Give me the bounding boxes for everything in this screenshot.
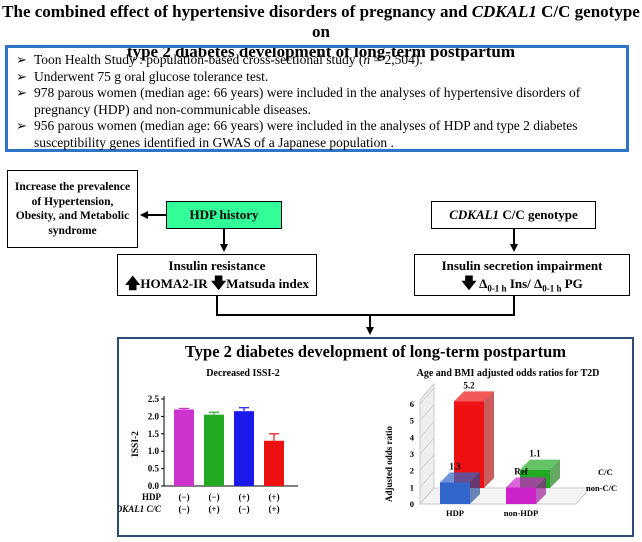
title-line1-end: C/C genotype on [312,2,640,41]
insulin-resistance-box: Insulin resistance 🡅HOMA2-IR 🡇Matsuda in… [117,254,317,296]
study-bullet: ➢ 956 parous women (median age: 66 years)… [16,118,578,150]
x-tick-label: HDP [446,508,464,518]
issi2-chart: Decreased ISSI-2 ISSI-2 0.0 0.5 1.0 1.5 2.0 2… [118,368,298,514]
x-tick-label: non-HDP [504,508,538,518]
study-bullet: ➢ 978 parous women (median age: 66 years)… [16,85,581,117]
y-tick-label: 2 [410,466,414,476]
bar-front [506,487,536,504]
arrow-bullet-icon: ➢ [16,85,27,101]
bar-side-color [536,477,546,504]
data-label: 1.1 [529,449,541,459]
y-tick-label: 2.5 [148,394,160,404]
bar-top [520,459,560,470]
bar-side-color [470,472,480,504]
up-arrow-icon: 🡅 [125,276,141,292]
cdkal1-row-label: (+) [208,504,219,514]
hdp-row-label: (+) [268,492,279,502]
bar [174,409,194,486]
chart-title: Age and BMI adjusted odds ratios for T2D [417,368,600,379]
bar-top [440,472,480,483]
cdkal1-row-label: (+) [268,504,279,514]
title-line1: The combined effect of hypertensive diso… [2,2,472,21]
y-tick-label: 2.0 [148,411,160,421]
page-title: The combined effect of hypertensive diso… [0,2,642,62]
bar [234,411,254,486]
bar-front [440,482,470,504]
cdkal1-row-label: (−) [178,504,189,514]
flow-connectors [140,211,518,335]
y-tick-label: 4 [410,432,415,442]
merge-line [216,296,515,316]
grid-line [419,387,435,405]
y-tick-label: 0.5 [148,464,160,474]
arrow-bullet-icon: ➢ [16,52,27,67]
grid-line [419,437,435,455]
study-bullet: ➢ Toon Health Study : population-based cr… [16,52,423,67]
grid-line [419,471,435,488]
y-tick-label: 1.0 [148,446,160,456]
t2d-panel [117,337,634,537]
cdkal1-row-label: (−) [238,504,249,514]
y-tick-label: 1 [410,482,414,492]
odds-ratio-chart: Age and BMI adjusted odds ratios for T2D… [384,368,617,518]
increase-prevalence-box: Increase the prevalence of Hypertension,… [7,170,138,248]
arrow-bullet-icon: ➢ [16,118,27,134]
hdp-row-label: (−) [208,492,219,502]
bar-top [454,391,494,402]
data-label: 5.2 [463,380,475,390]
study-description-box: ➢ Toon Health Study : population-based cr… [5,45,629,152]
grid-line [419,404,435,421]
depth-label: C/C [598,467,613,477]
grid-line [419,421,435,438]
data-label: 1.3 [449,461,461,471]
y-tick-label: 6 [410,399,414,409]
t2d-title: Type 2 diabetes development of long-term… [185,342,566,361]
arrow-bullet-icon: ➢ [16,68,27,84]
down-arrow-icon: 🡇 [461,276,477,292]
depth-label: non-C/C [586,483,617,493]
grid-line [419,454,435,471]
bar [264,440,284,486]
hdp-row-label: (+) [238,492,249,502]
hdp-row-label: (−) [178,492,189,502]
chart-title: Decreased ISSI-2 [206,368,279,379]
y-tick-label: 0.0 [148,481,160,491]
row-label-cdkal1: CDKAL1 C/C [118,504,162,514]
data-label: Ref [514,466,528,476]
genotype-box: CDKAL1 C/C genotype [431,201,596,229]
bar-side-color [484,391,494,488]
down-arrow-icon: 🡇 [210,276,227,292]
bar-top [506,477,546,488]
y-tick-label: 3 [410,449,414,459]
row-label-hdp: HDP [142,492,162,502]
y-tick-label: 0 [410,499,414,509]
study-bullet: ➢ Underwent 75 g oral glucose tolerance t… [16,68,269,84]
y-axis-label: ISSI-2 [131,431,141,457]
bar-side-color [550,459,560,488]
y-axis-label: Adjusted odds ratio [384,425,394,502]
y-tick-label: 5 [410,416,414,426]
hdp-history-box: HDP history [166,201,282,229]
bar [204,414,224,486]
title-gene: CDKAL1 [471,2,537,21]
insulin-secretion-box: Insulin secretion impairment 🡇 Δ0-1 h In… [414,254,630,296]
y-tick-label: 1.5 [148,429,160,439]
grid-line [419,487,435,505]
